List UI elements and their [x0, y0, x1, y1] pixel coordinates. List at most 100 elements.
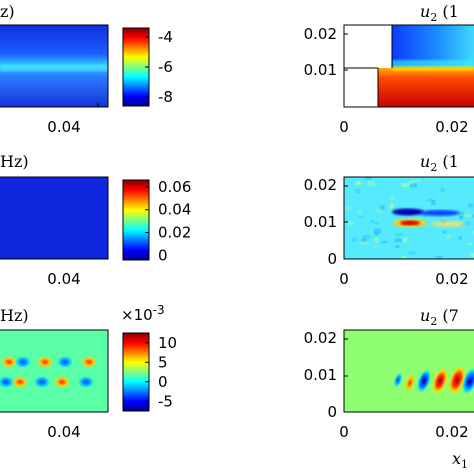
y-tick: 0.02: [304, 25, 337, 43]
field-blob: [417, 369, 431, 393]
title-right-2: u2 (1: [420, 152, 459, 174]
y-axis-right-1: 0.02 0.01: [304, 25, 348, 79]
field-blob: [57, 356, 73, 368]
field-speckle: [376, 209, 383, 213]
field-blob: [15, 356, 31, 368]
colorbar-tick-label: -5: [158, 392, 173, 410]
x-tick: 0.02: [435, 118, 468, 136]
field-blob: [37, 356, 53, 368]
field-speckle: [374, 221, 379, 225]
y-tick: 0.02: [304, 176, 337, 194]
panel-right-2: u2 (1 0.02 0.01 0 0 0.02: [304, 152, 474, 288]
field-blob: [404, 374, 416, 392]
x-tick: 0: [339, 118, 349, 136]
field-speckle: [373, 245, 378, 248]
field-speckle: [395, 233, 402, 237]
y-tick: 0.02: [304, 329, 337, 347]
field-speckle: [394, 238, 402, 243]
heatmap-right-3: [344, 330, 474, 412]
field-speckle: [472, 214, 474, 219]
field-speckle: [469, 253, 474, 258]
field-speckle: [357, 210, 362, 214]
colorbar-tick-label: 0.06: [158, 178, 191, 196]
field-speckle: [440, 187, 445, 193]
title-left-2: Hz): [0, 152, 29, 171]
y-axis-right-2: 0.02 0.01 0: [304, 176, 348, 268]
colorbar-multiplier: ×10-3: [121, 303, 165, 324]
field-speckle: [416, 178, 421, 183]
colorbar-left-3: ×10-3 105 0-5: [121, 303, 177, 412]
field-speckle: [436, 255, 443, 259]
field-speckle: [346, 221, 354, 226]
y-tick: 0: [327, 250, 337, 268]
x-tick-left-1: 0.04: [47, 118, 80, 136]
panel-left-1: z) 0.04 -4 -6 -8: [0, 2, 173, 136]
field-speckle: [365, 177, 372, 180]
field-speckle: [370, 220, 375, 223]
field-speckle: [402, 237, 408, 243]
field-speckle: [409, 183, 418, 188]
field-speckle: [374, 237, 379, 243]
y-tick: 0: [327, 403, 337, 421]
field-speckle: [390, 195, 395, 201]
field-blob: [432, 368, 448, 394]
title-left-3: Hz): [0, 306, 29, 325]
colorbar-tick-label: -8: [158, 88, 173, 106]
colorbar-tick-label: 5: [158, 353, 168, 371]
field-speckle: [358, 216, 364, 219]
panel-left-2: Hz) 0.04 0.06 0.04 0.02 0: [0, 152, 191, 288]
colorbar-tick-label: -4: [158, 28, 173, 46]
y-tick: 0.01: [304, 366, 337, 384]
field-speckle: [408, 181, 413, 185]
y-axis-right-3: 0.02 0.01 0: [304, 329, 348, 421]
field-speckle: [442, 230, 447, 234]
colorbar-tick-label: -6: [158, 58, 173, 76]
colorbar-tick-label: 0: [158, 246, 168, 264]
panel-right-3: u2 (7 0.02 0.01 0 0 0.02 x1: [304, 306, 474, 471]
heatmap-left-1: [0, 25, 108, 107]
x-axis-label-right-3: x1: [452, 449, 468, 471]
field-speckle: [344, 206, 351, 210]
colorbar-tick-label: 0.02: [158, 224, 191, 242]
field-speckle: [366, 181, 375, 187]
field-speckle: [462, 221, 471, 226]
field-blob: [393, 372, 403, 388]
x-tick: 0.02: [435, 270, 468, 288]
field-blob: [34, 376, 50, 388]
field-speckle: [458, 236, 462, 240]
field-blob: [448, 365, 466, 395]
title-right-3: u2 (7: [420, 306, 459, 328]
panel-right-1: u2 (1 0.02 0.01 0 0.02: [304, 2, 474, 136]
field-speckle: [458, 215, 464, 220]
y-tick: 0.01: [304, 61, 337, 79]
y-tick: 0.01: [304, 213, 337, 231]
field-speckle: [472, 231, 474, 236]
heatmap-right-1: [344, 25, 474, 107]
x-tick-left-2: 0.04: [47, 270, 80, 288]
field-blob: [81, 356, 97, 368]
colorbar-left-2: 0.06 0.04 0.02 0: [122, 178, 191, 264]
heatmap-left-3: [0, 330, 108, 412]
panel-left-3: Hz) 0.04 ×10-3 105 0-5: [0, 303, 177, 441]
title-left-1: z): [0, 2, 15, 21]
field-speckle: [374, 232, 379, 236]
field-speckle: [401, 255, 406, 259]
colorbar-left-1: -4 -6 -8: [122, 27, 173, 107]
field-speckle: [452, 213, 459, 217]
field-speckle: [427, 198, 432, 202]
field-speckle: [459, 211, 465, 216]
title-right-1: u2 (1: [420, 2, 459, 24]
field-blob: [54, 376, 70, 388]
field-speckle: [373, 228, 382, 234]
heatmap-left-2: [0, 177, 108, 259]
field-speckle: [464, 213, 472, 218]
x-tick: 0: [339, 270, 349, 288]
field-speckle: [380, 205, 385, 210]
field-speckle: [466, 242, 473, 246]
field-speckle: [351, 237, 358, 242]
field-blob: [0, 376, 14, 388]
field-speckle: [360, 242, 368, 245]
colorbar-tick-label: 10: [158, 334, 177, 352]
field-speckle: [410, 179, 416, 183]
